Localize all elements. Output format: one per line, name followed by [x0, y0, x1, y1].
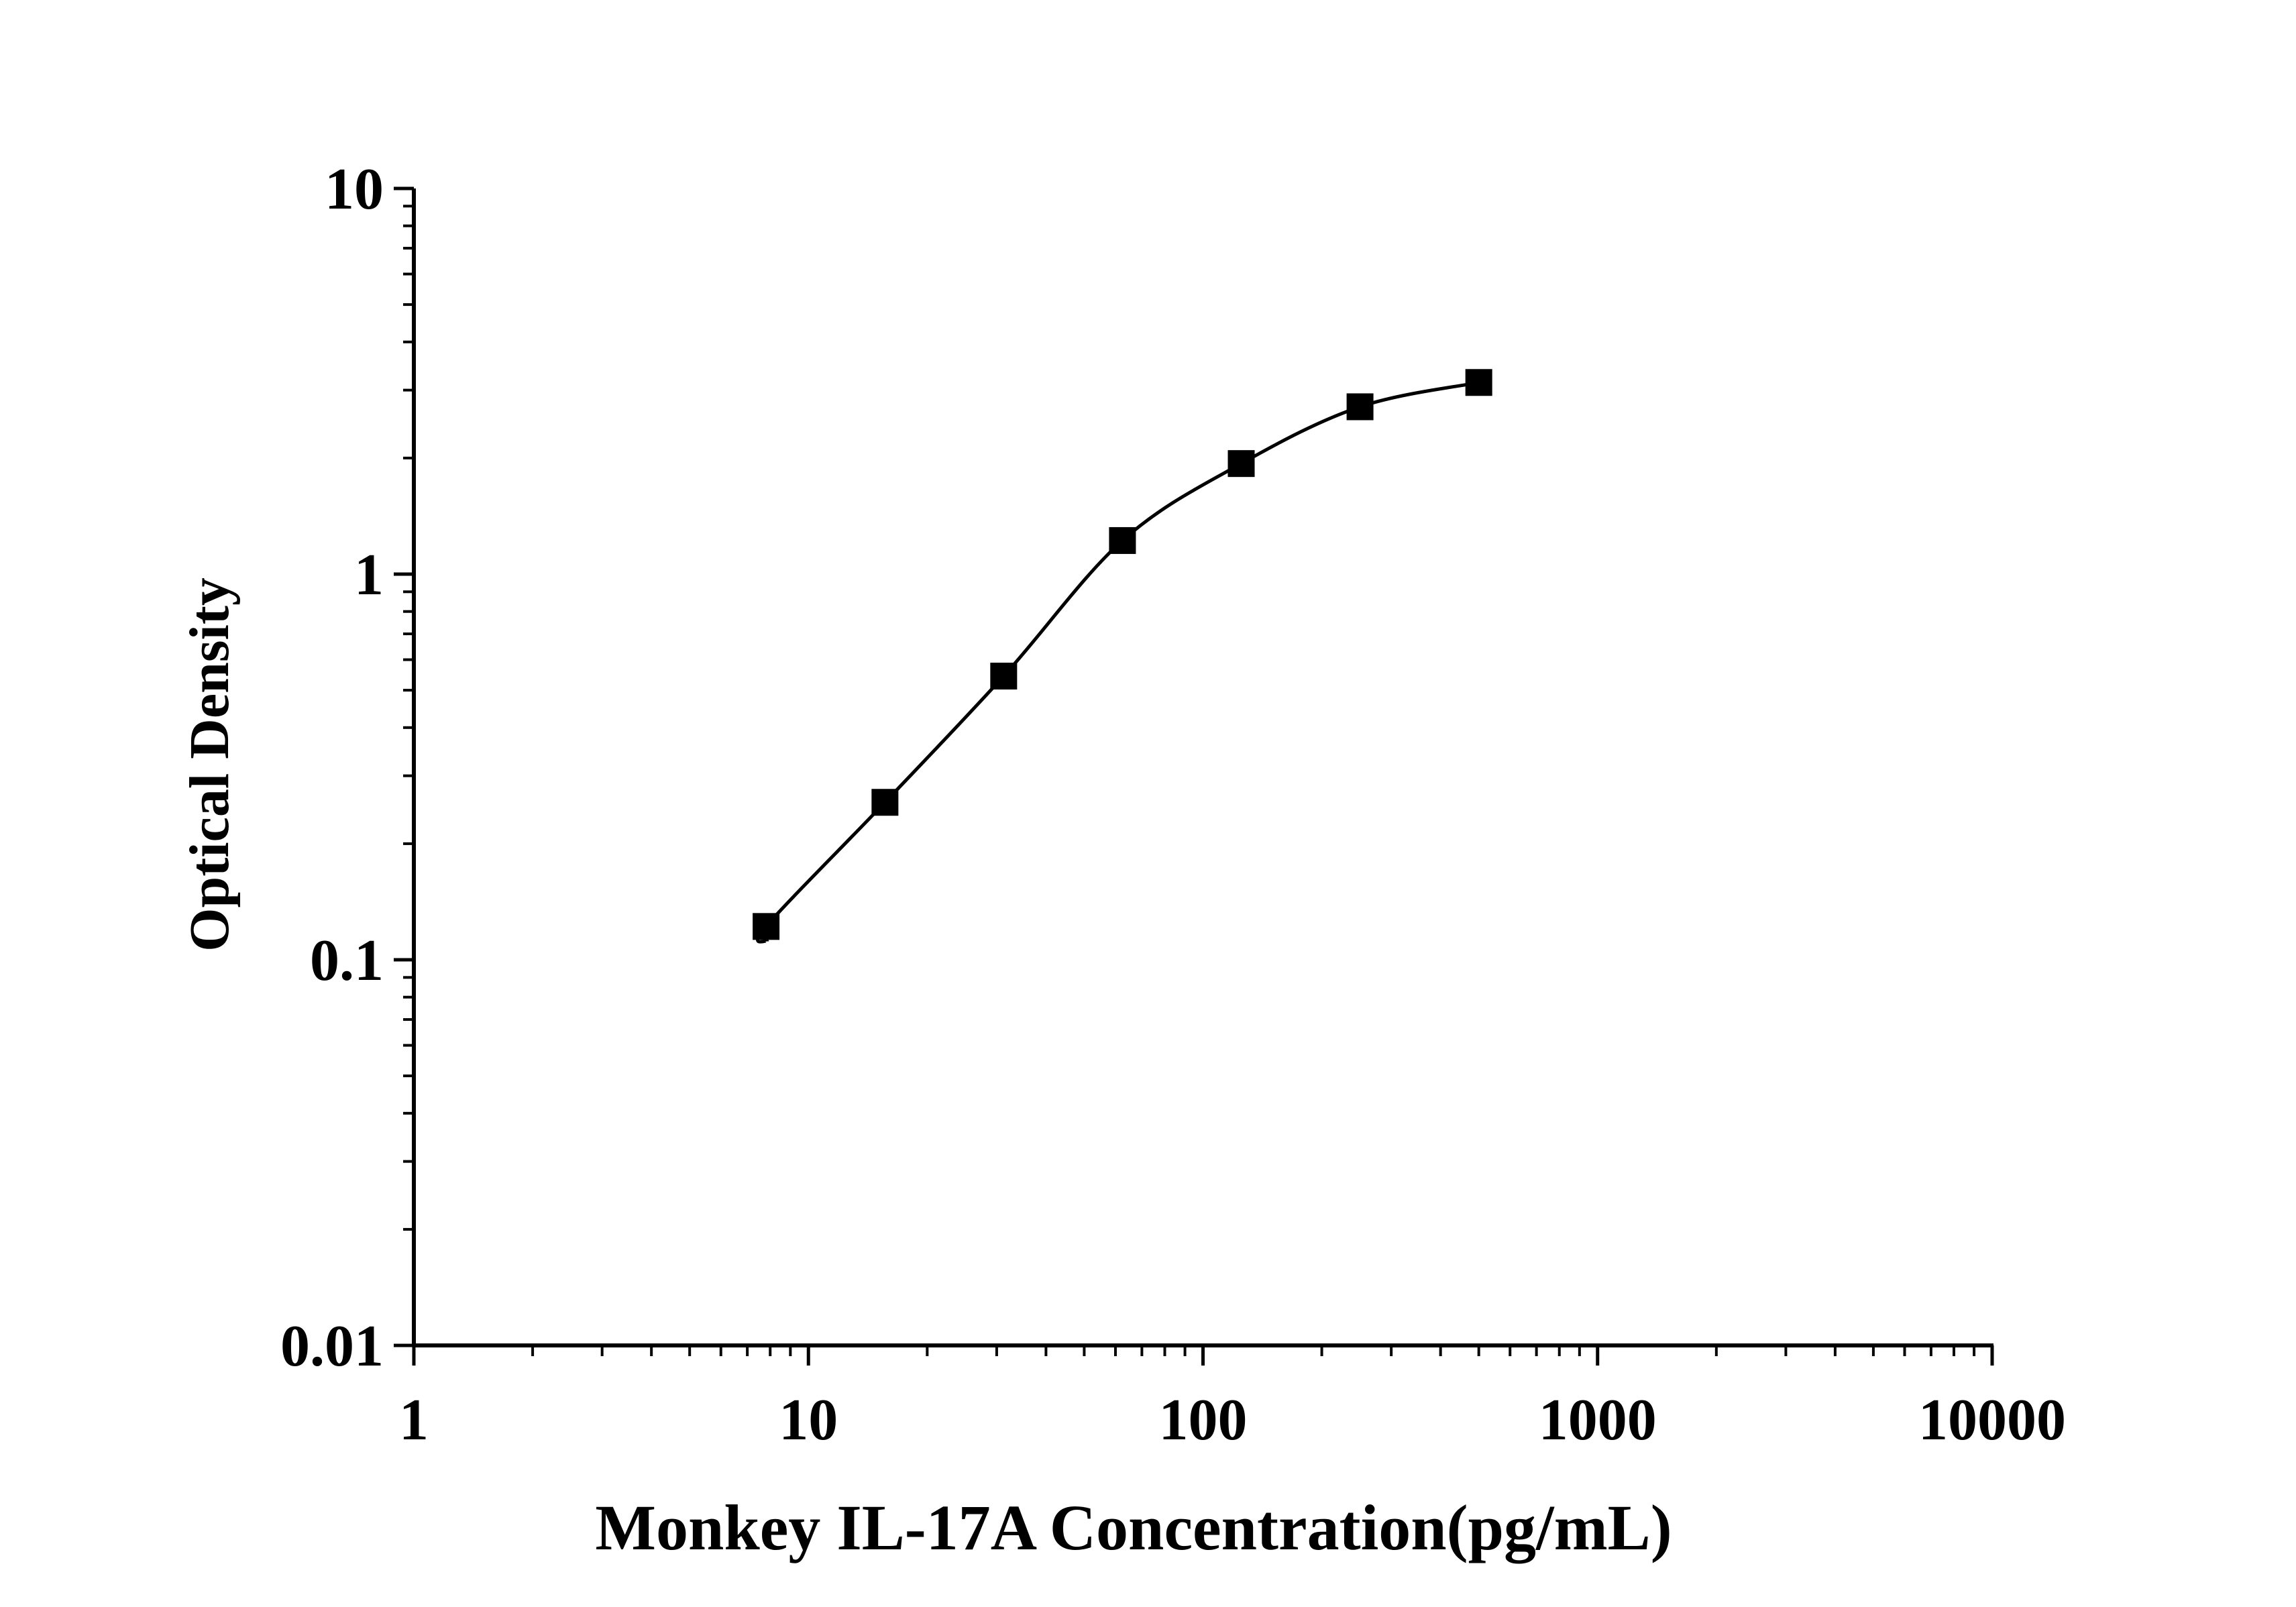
data-points: [753, 369, 1492, 940]
axes: [412, 188, 1993, 1347]
y-tick-label: 10: [325, 157, 384, 222]
y-tick-label: 0.1: [310, 928, 384, 993]
data-point: [871, 789, 899, 816]
x-tick-label: 1: [399, 1388, 429, 1453]
data-point: [1465, 369, 1492, 396]
fitted-curve-layer: [756, 380, 1480, 944]
x-tick-label: 10: [779, 1388, 838, 1453]
x-axis-label: Monkey IL-17A Concentration(pg/mL): [595, 1492, 1672, 1563]
axis-ticks: 1 10 100 1000 10000 0.01 0.1 1 10: [280, 157, 2066, 1453]
x-tick-label: 10000: [1918, 1388, 2066, 1453]
series-line: [756, 380, 1480, 944]
y-axis-label: Optical Density: [178, 577, 241, 952]
axis-labels: Monkey IL-17A Concentration(pg/mL) Optic…: [178, 577, 1672, 1563]
y-tick-label: 0.01: [280, 1314, 384, 1379]
data-point: [990, 663, 1018, 690]
y-tick-label: 1: [354, 543, 384, 608]
data-point: [1346, 393, 1374, 421]
x-tick-label: 1000: [1539, 1388, 1657, 1453]
x-tick-label: 100: [1159, 1388, 1248, 1453]
data-point: [1227, 450, 1255, 478]
data-point: [1109, 527, 1136, 554]
data-point: [753, 913, 780, 940]
